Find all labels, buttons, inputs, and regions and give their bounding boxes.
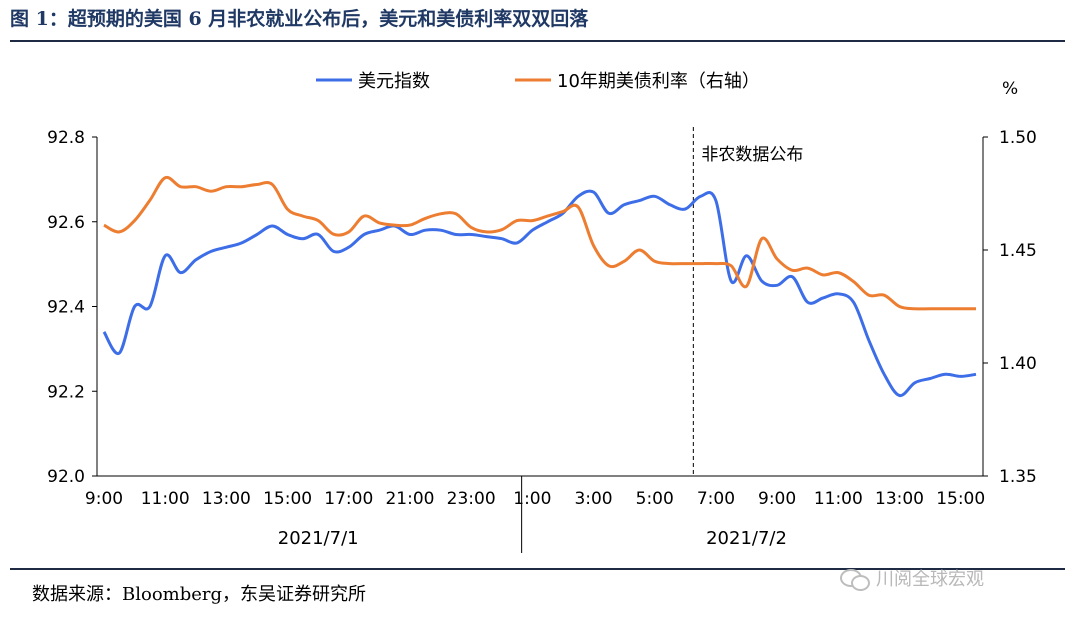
x-tick-label: 7:00 <box>697 489 735 509</box>
series-line-yield <box>103 175 977 311</box>
series-lines <box>102 175 977 398</box>
x-tick-label: 5:00 <box>636 489 674 509</box>
wechat-icon <box>840 567 870 591</box>
x-tick-label: 21:00 <box>385 489 434 509</box>
watermark: 川阅全球宏观 <box>840 565 984 591</box>
top-rule <box>10 40 1065 42</box>
left-tick-label: 92.6 <box>47 213 85 233</box>
x-tick-label: 11:00 <box>141 489 190 509</box>
left-tick-label: 92.8 <box>47 128 85 148</box>
date-label: 2021/7/2 <box>706 528 787 549</box>
series-line-usd <box>102 189 977 398</box>
legend-label-usd: 美元指数 <box>358 71 430 92</box>
axes: 92.0 92.2 92.4 92.6 92.8 1.35 1.40 1.45 1.50 9:00… <box>47 127 1037 553</box>
legend: 美元指数 10年期美债利率（右轴） <box>316 71 760 92</box>
legend-label-yield: 10年期美债利率（右轴） <box>557 71 760 92</box>
right-tick-label: 1.40 <box>999 354 1037 374</box>
x-tick-label: 9:00 <box>85 489 123 509</box>
right-axis-unit: % <box>1002 79 1018 99</box>
right-tick-label: 1.50 <box>999 128 1037 148</box>
date-label: 2021/7/1 <box>278 528 359 549</box>
x-tick-label: 15:00 <box>263 489 312 509</box>
x-tick-label: 13:00 <box>202 489 251 509</box>
x-tick-label: 23:00 <box>447 489 496 509</box>
left-tick-label: 92.0 <box>47 467 85 487</box>
chart: 92.0 92.2 92.4 92.6 92.8 1.35 1.40 1.45 1.50 9:00… <box>47 71 1037 553</box>
right-tick-label: 1.45 <box>999 241 1037 261</box>
x-tick-label: 3:00 <box>574 489 612 509</box>
x-tick-label: 17:00 <box>324 489 373 509</box>
annotation-label: 非农数据公布 <box>701 145 803 165</box>
x-tick-label: 9:00 <box>758 489 796 509</box>
x-tick-label: 11:00 <box>814 489 863 509</box>
watermark-text: 川阅全球宏观 <box>876 569 984 590</box>
left-tick-label: 92.2 <box>47 382 85 402</box>
x-tick-label: 13:00 <box>875 489 924 509</box>
right-tick-label: 1.35 <box>999 467 1037 487</box>
left-tick-label: 92.4 <box>47 298 85 318</box>
source-note: 数据来源：Bloomberg，东吴证券研究所 <box>32 584 367 605</box>
x-tick-label: 1:00 <box>513 489 551 509</box>
x-tick-label: 15:00 <box>936 489 985 509</box>
figure-title: 图 1：超预期的美国 6 月非农就业公布后，美元和美债利率双双回落 <box>10 8 589 30</box>
bottom-rule <box>10 568 1065 570</box>
